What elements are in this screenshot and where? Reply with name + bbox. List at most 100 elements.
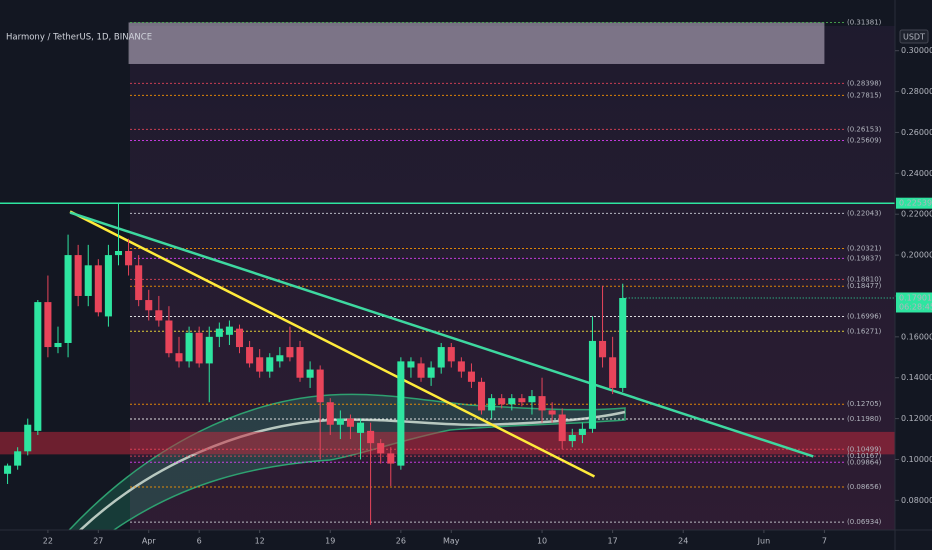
- candle-body: [407, 361, 415, 368]
- y-tick-label: 0.26000: [901, 128, 932, 137]
- candle-body: [417, 363, 425, 378]
- candle-body: [256, 357, 264, 372]
- candle-body: [326, 402, 334, 425]
- y-tick-label: 0.12000: [901, 414, 932, 423]
- plot: [0, 21, 895, 530]
- candle-body: [367, 430, 375, 444]
- y-tick-label: 0.20000: [901, 251, 932, 260]
- level-label: (0.09864): [847, 458, 882, 466]
- level-label: (0.10167): [847, 452, 882, 460]
- candle-body: [14, 451, 22, 466]
- candle-body: [125, 250, 133, 266]
- level-label: (0.12705): [847, 400, 882, 408]
- candle-body: [145, 300, 153, 311]
- level-label: (0.31381): [847, 18, 882, 26]
- level-label: (0.19837): [847, 254, 882, 262]
- y-tick-label: 0.28000: [901, 87, 932, 96]
- y-tick-label: 0.10000: [901, 455, 932, 464]
- candle-body: [104, 255, 112, 317]
- level-label: (0.10499): [847, 445, 882, 453]
- candle-body: [528, 396, 536, 403]
- level-label: (0.22043): [847, 209, 882, 217]
- candle-body: [508, 398, 516, 405]
- x-tick-label: 24: [678, 537, 688, 546]
- candle-body: [165, 320, 173, 354]
- chart-title: Harmony / TetherUS, 1D, BINANCE: [6, 33, 152, 43]
- level-label: (0.11980): [847, 415, 882, 423]
- y-tick-label: 0.22000: [901, 210, 932, 219]
- candle-body: [478, 381, 486, 411]
- candle-body: [336, 418, 344, 425]
- y-tick-label: 0.30000: [901, 46, 932, 55]
- candle-body: [175, 353, 183, 362]
- candle-body: [437, 347, 445, 368]
- candle-body: [578, 428, 586, 435]
- candle-body: [24, 424, 32, 452]
- candle-body: [266, 357, 274, 372]
- candle-body: [467, 371, 475, 382]
- candle-body: [558, 414, 566, 442]
- candle-body: [346, 418, 354, 427]
- candle-body: [457, 361, 465, 372]
- candle-body: [387, 453, 395, 464]
- candle-body: [427, 367, 435, 378]
- candle-body: [488, 398, 496, 411]
- x-tick-label: 7: [822, 537, 827, 546]
- y-tick-label: 0.24000: [901, 169, 932, 178]
- price-tag: [896, 197, 932, 209]
- level-label: (0.16271): [847, 327, 882, 335]
- candle-body: [518, 398, 526, 403]
- x-tick-label: 26: [396, 537, 406, 546]
- level-label: (0.20321): [847, 245, 882, 253]
- level-label: (0.28398): [847, 79, 882, 87]
- trendline: [69, 210, 596, 478]
- ma-band: [68, 393, 626, 530]
- x-tick-label: 12: [255, 537, 265, 546]
- candle-body: [447, 347, 455, 362]
- candle-body: [619, 298, 627, 388]
- candle-body: [377, 443, 385, 454]
- x-tick-label: 6: [197, 537, 202, 546]
- level-label: (0.26153): [847, 125, 882, 133]
- candle-body: [246, 347, 254, 364]
- candle-body: [135, 265, 143, 301]
- candle-body: [34, 302, 42, 431]
- price-tag-label: 0.17901: [899, 293, 932, 302]
- candle-body: [538, 396, 546, 411]
- x-tick-label: 27: [93, 537, 103, 546]
- candle-body: [306, 369, 314, 378]
- x-tick-label: 17: [608, 537, 618, 546]
- candle-body: [599, 340, 607, 358]
- candle-body: [84, 265, 92, 296]
- level-label: (0.18810): [847, 275, 882, 283]
- candle-body: [548, 410, 556, 415]
- level-label: (0.06934): [847, 518, 882, 526]
- candle-body: [155, 310, 163, 321]
- x-tick-label: Apr: [142, 537, 157, 546]
- level-label: (0.16996): [847, 312, 882, 320]
- candle-body: [225, 326, 233, 335]
- currency-badge: [899, 29, 929, 44]
- level-label: (0.08656): [847, 483, 882, 491]
- x-tick-label: Jun: [757, 537, 771, 546]
- trendline: [69, 211, 814, 458]
- candle-body: [54, 342, 62, 348]
- level-label: (0.25609): [847, 136, 882, 144]
- candle-body: [296, 347, 304, 378]
- candle-body: [4, 465, 12, 474]
- candle-body: [114, 250, 123, 256]
- x-tick-label: 22: [43, 537, 53, 546]
- currency: USDT: [903, 33, 925, 42]
- candle-body: [195, 332, 203, 364]
- zone: [0, 431, 895, 455]
- level-label: (0.27815): [847, 91, 882, 99]
- candle-body: [185, 332, 193, 362]
- countdown: 06:28:45: [899, 302, 932, 311]
- candle-body: [356, 422, 365, 433]
- candle-body: [397, 361, 405, 466]
- candle-body: [609, 357, 617, 388]
- candle-body: [588, 340, 596, 429]
- candle-body: [64, 255, 72, 343]
- candle-body: [568, 434, 576, 442]
